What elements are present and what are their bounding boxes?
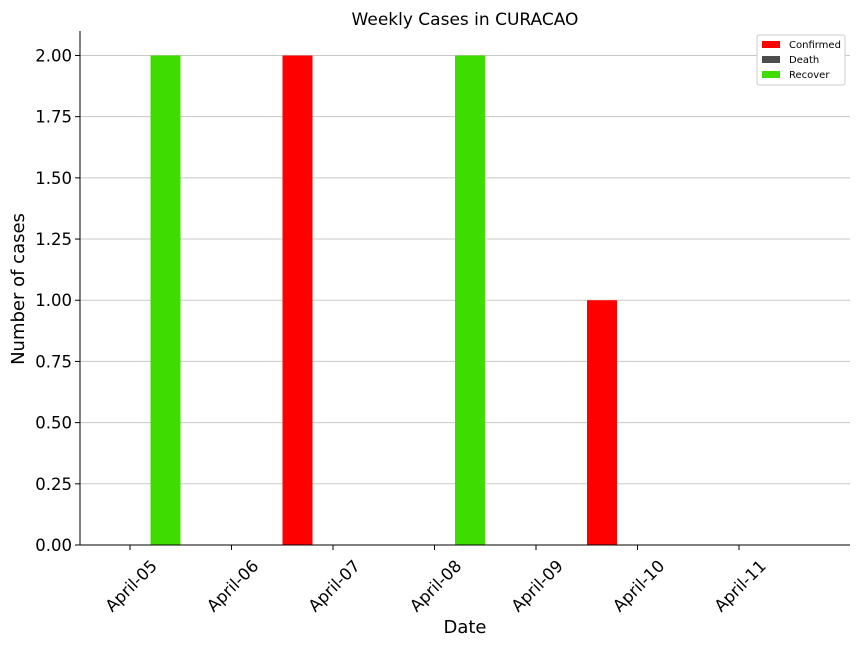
legend-label-death: Death bbox=[789, 55, 819, 66]
x-tick-label: April-09 bbox=[508, 556, 567, 615]
y-tick-label: 0.25 bbox=[35, 475, 72, 494]
legend-label-recover: Recover bbox=[789, 70, 830, 81]
x-tick-label: April-07 bbox=[305, 556, 364, 615]
bars bbox=[150, 55, 617, 545]
y-tick-label: 1.50 bbox=[35, 169, 72, 188]
x-tick-label: April-10 bbox=[609, 556, 668, 615]
x-ticks: April-05 April-06 April-07 April-08 April-09… bbox=[102, 545, 770, 616]
legend-swatch-confirmed bbox=[762, 41, 780, 48]
y-tick-label: 0.50 bbox=[35, 414, 72, 433]
chart-title: Weekly Cases in CURACAO bbox=[352, 10, 579, 30]
bar-confirmed bbox=[587, 300, 617, 545]
y-tick-label: 1.00 bbox=[35, 291, 72, 310]
x-tick-label: April-06 bbox=[203, 556, 262, 615]
y-ticks: 0.00 0.25 0.50 0.75 1.00 1.25 1.50 1.75 2.00 bbox=[35, 46, 80, 555]
bar-confirmed bbox=[282, 55, 313, 545]
y-tick-label: 1.25 bbox=[35, 230, 72, 249]
legend-label-confirmed: Confirmed bbox=[789, 40, 841, 51]
x-tick-label: April-11 bbox=[711, 556, 770, 615]
y-tick-label: 1.75 bbox=[35, 108, 72, 127]
y-tick-label: 0.75 bbox=[35, 352, 72, 371]
x-axis-title: Date bbox=[443, 617, 486, 638]
bar-recover bbox=[150, 55, 181, 545]
y-tick-label: 0.00 bbox=[35, 536, 72, 555]
x-tick-label: April-05 bbox=[102, 556, 161, 615]
legend-swatch-recover bbox=[762, 71, 780, 78]
y-tick-label: 2.00 bbox=[35, 46, 72, 65]
legend: Confirmed Death Recover bbox=[756, 34, 846, 86]
y-axis-title: Number of cases bbox=[8, 213, 29, 365]
x-tick-label: April-08 bbox=[406, 556, 465, 615]
bar-recover bbox=[455, 55, 485, 545]
legend-swatch-death bbox=[762, 56, 780, 63]
